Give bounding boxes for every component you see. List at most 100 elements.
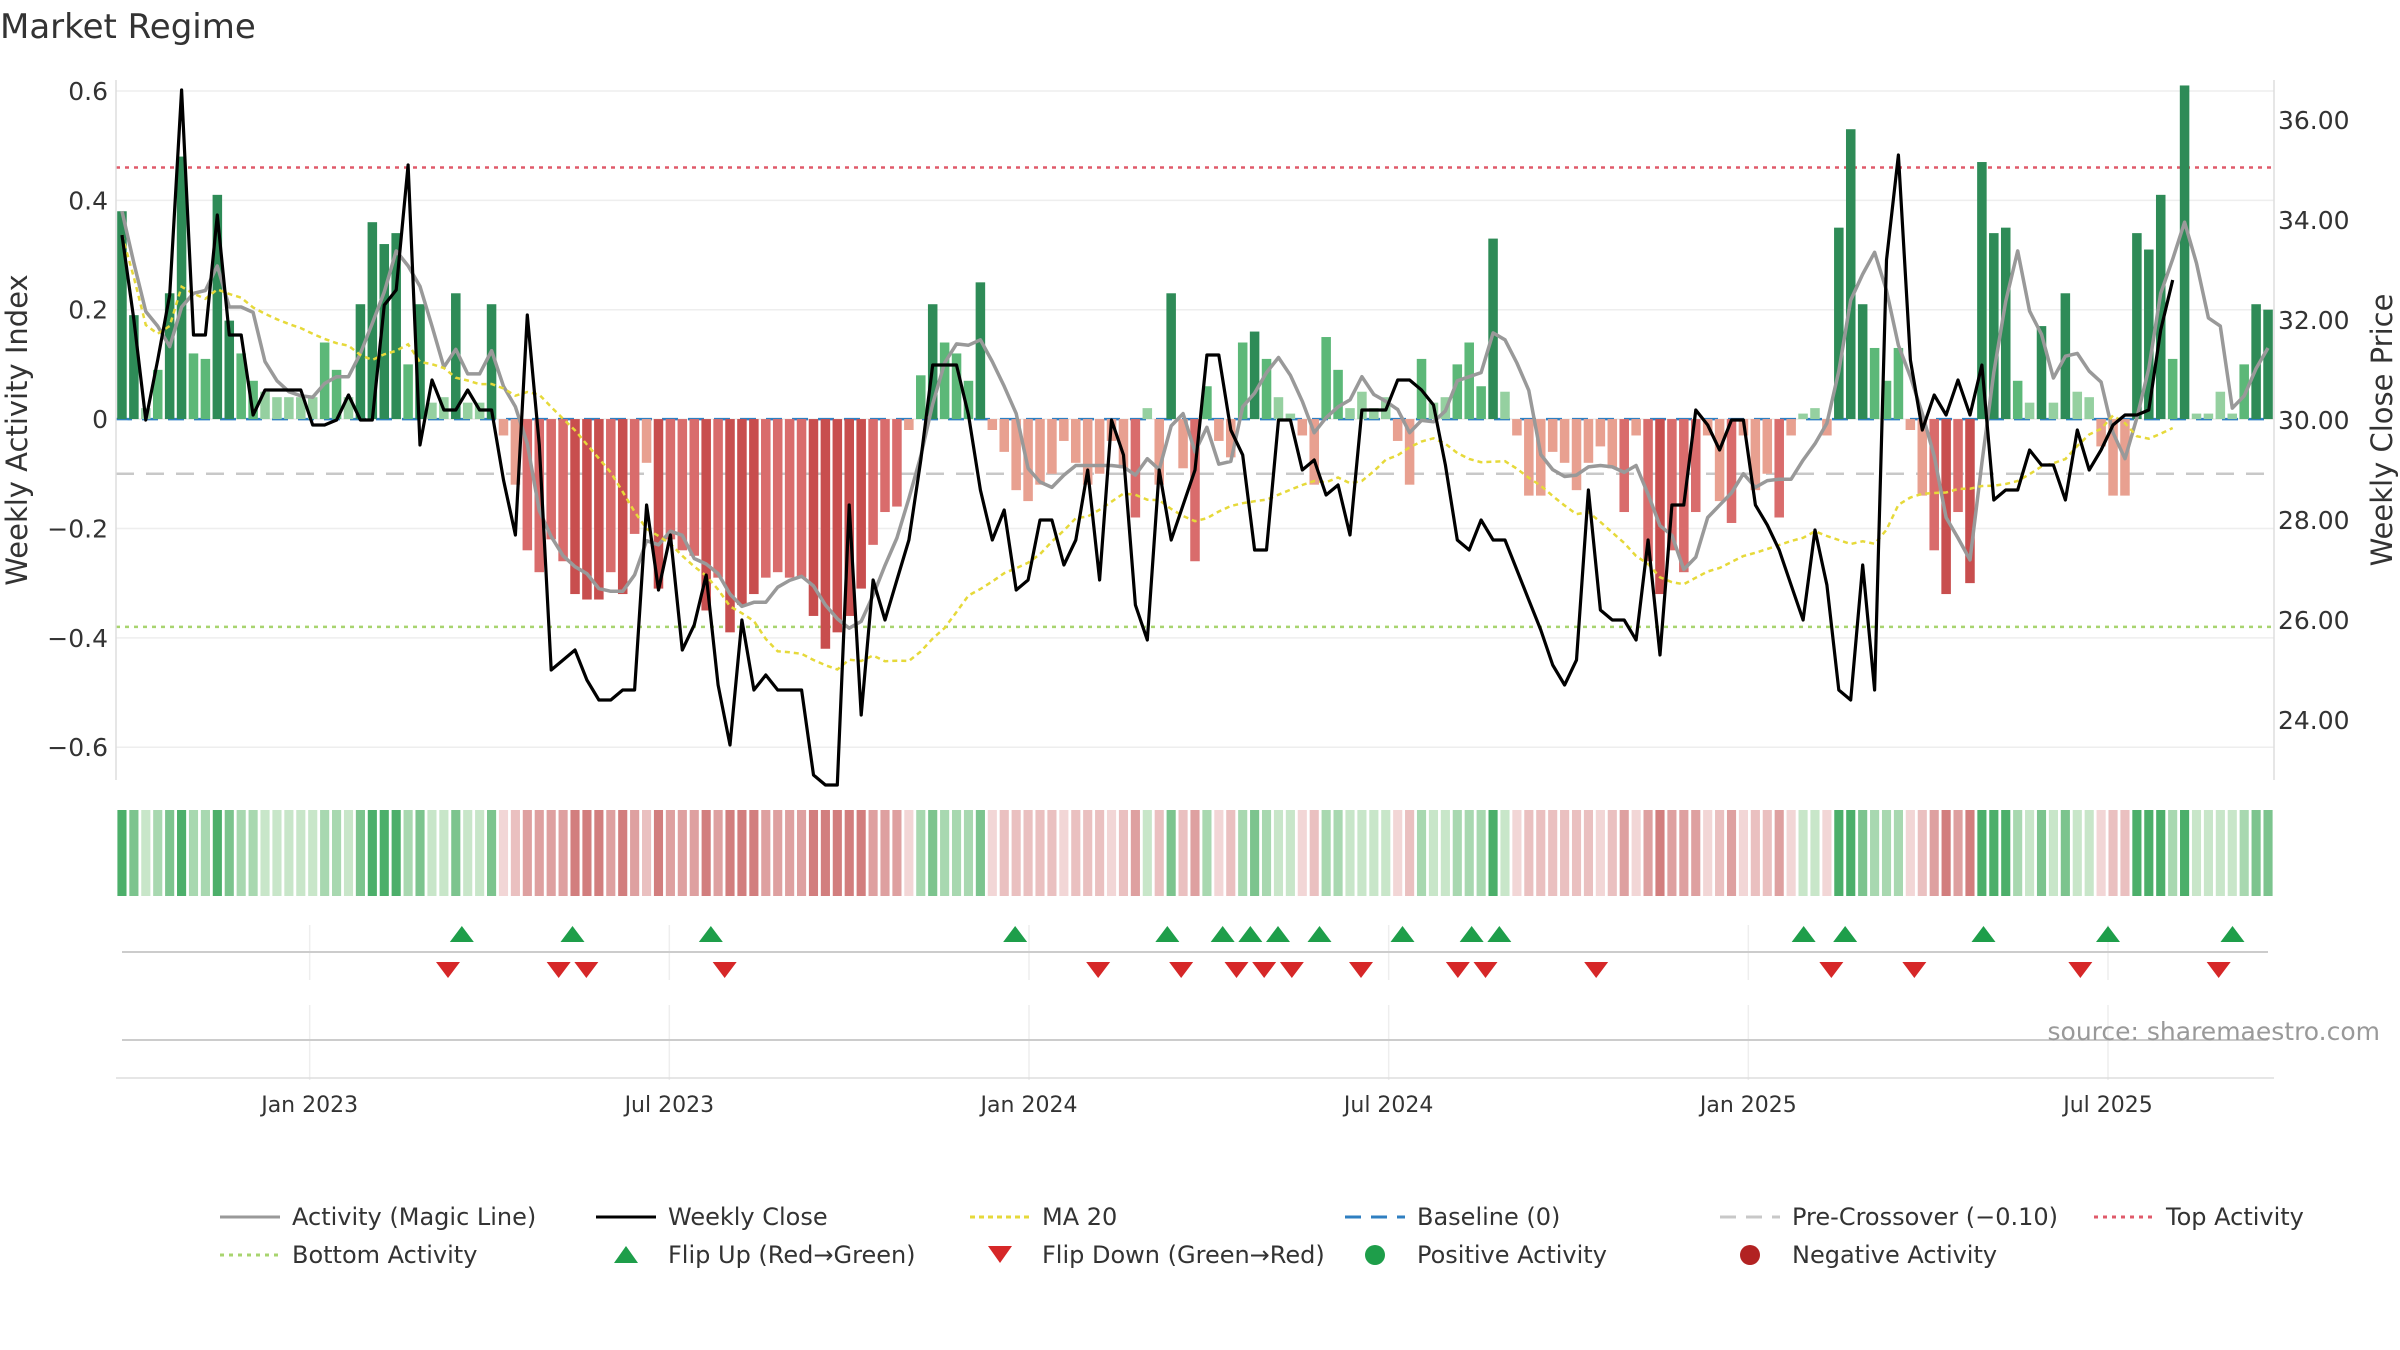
regime-cell — [582, 810, 592, 896]
regime-cell — [1106, 810, 1117, 896]
activity-bar — [1094, 419, 1105, 474]
regime-cell — [1047, 810, 1057, 896]
regime-cell — [1369, 810, 1379, 896]
activity-bar — [999, 419, 1009, 452]
regime-cell — [415, 810, 425, 896]
regime-cell — [2025, 810, 2035, 896]
regime-cell — [606, 810, 616, 896]
regime-cell — [904, 810, 914, 896]
right-tick-label: 32.00 — [2278, 306, 2350, 335]
regime-cell — [2227, 810, 2237, 896]
right-axis: 36.00 34.00 32.00 30.00 28.00 26.00 24.00 — [2273, 80, 2350, 780]
regime-cell — [391, 810, 401, 896]
flip-down-marker — [2068, 962, 2093, 978]
regime-cell — [916, 810, 926, 896]
regime-cell — [1357, 810, 1367, 896]
activity-bar — [701, 419, 711, 611]
regime-cell — [1846, 810, 1856, 896]
activity-bar — [284, 397, 294, 420]
regime-cell — [1405, 810, 1415, 896]
regime-cell — [963, 810, 974, 896]
activity-bar — [188, 353, 199, 420]
regime-cell — [558, 810, 568, 896]
weekly-close-line — [120, 88, 2175, 787]
activity-bar — [582, 419, 592, 600]
activity-bars — [117, 85, 2273, 649]
regime-cell — [832, 810, 842, 896]
activity-bar — [1345, 408, 1355, 420]
activity-bar — [2084, 397, 2094, 420]
left-tick-label: −0.6 — [47, 733, 108, 762]
activity-bar — [737, 419, 747, 605]
flip-up-marker — [2220, 926, 2245, 942]
regime-cell — [427, 810, 437, 896]
regime-cell — [618, 810, 628, 896]
legend-label: Baseline (0) — [1417, 1203, 1560, 1231]
activity-bar — [1941, 419, 1951, 595]
regime-cell — [1548, 810, 1558, 896]
regime-cell — [1440, 810, 1450, 896]
activity-bar — [832, 419, 843, 633]
regime-cell — [951, 810, 962, 896]
flip-down-marker — [574, 962, 599, 978]
activity-bar — [868, 419, 878, 545]
regime-cell — [1393, 810, 1403, 896]
activity-bar — [761, 419, 771, 578]
activity-bar — [558, 419, 568, 562]
activity-bar — [1357, 391, 1367, 420]
activity-bar — [629, 419, 640, 534]
regime-cell — [129, 810, 139, 896]
flip-down-marker — [1169, 962, 1194, 978]
activity-bar — [1166, 293, 1176, 420]
regime-cell — [796, 810, 807, 896]
activity-bar — [1071, 419, 1081, 463]
regime-cell — [1226, 810, 1236, 896]
activity-bar — [904, 419, 914, 430]
regime-cell — [975, 810, 985, 896]
regime-cell — [1500, 810, 1510, 896]
legend-label: MA 20 — [1042, 1203, 1117, 1231]
activity-bar — [1726, 419, 1737, 523]
activity-bar — [1369, 408, 1379, 420]
activity-bar — [939, 342, 950, 420]
regime-cell — [487, 810, 497, 896]
regime-cell — [808, 810, 819, 896]
regime-cell — [1571, 810, 1582, 896]
regime-cell — [522, 810, 532, 896]
regime-cell — [2144, 810, 2154, 896]
activity-bar — [379, 244, 390, 420]
regime-cell — [188, 810, 199, 896]
regime-cell — [212, 810, 222, 896]
legend-swatch — [1740, 1245, 1760, 1265]
regime-cell — [2120, 810, 2130, 896]
activity-bar — [1774, 419, 1784, 518]
legend-label: Top Activity — [2165, 1203, 2304, 1231]
regime-cell — [2168, 810, 2178, 896]
activity-bar — [808, 419, 819, 616]
activity-bar — [1273, 397, 1284, 420]
legend-label: Negative Activity — [1792, 1241, 1997, 1269]
x-tick-label: Jan 2024 — [979, 1093, 1078, 1118]
left-axis-label: Weekly Activity Index — [0, 274, 34, 585]
regime-cell — [1893, 810, 1903, 896]
activity-bar — [987, 419, 998, 430]
legend-label: Flip Up (Red→Green) — [668, 1241, 916, 1269]
regime-cell — [2036, 810, 2047, 896]
activity-bar — [1154, 419, 1164, 485]
regime-cell — [498, 810, 509, 896]
x-tick-label: Jul 2024 — [1342, 1093, 1434, 1118]
flip-down-marker — [712, 962, 737, 978]
activity-bar — [117, 211, 127, 420]
regime-cell — [1202, 810, 1212, 896]
activity-bar — [1619, 419, 1629, 513]
regime-cell — [284, 810, 294, 896]
activity-bar — [1488, 238, 1498, 420]
activity-bar — [2024, 402, 2035, 420]
regime-cell — [1011, 810, 1021, 896]
regime-cell — [2180, 810, 2190, 896]
activity-bar — [1977, 162, 1987, 420]
regime-cell — [2239, 810, 2249, 896]
regime-cell — [1774, 810, 1784, 896]
regime-cell — [1488, 810, 1498, 896]
activity-bar — [1869, 347, 1880, 420]
